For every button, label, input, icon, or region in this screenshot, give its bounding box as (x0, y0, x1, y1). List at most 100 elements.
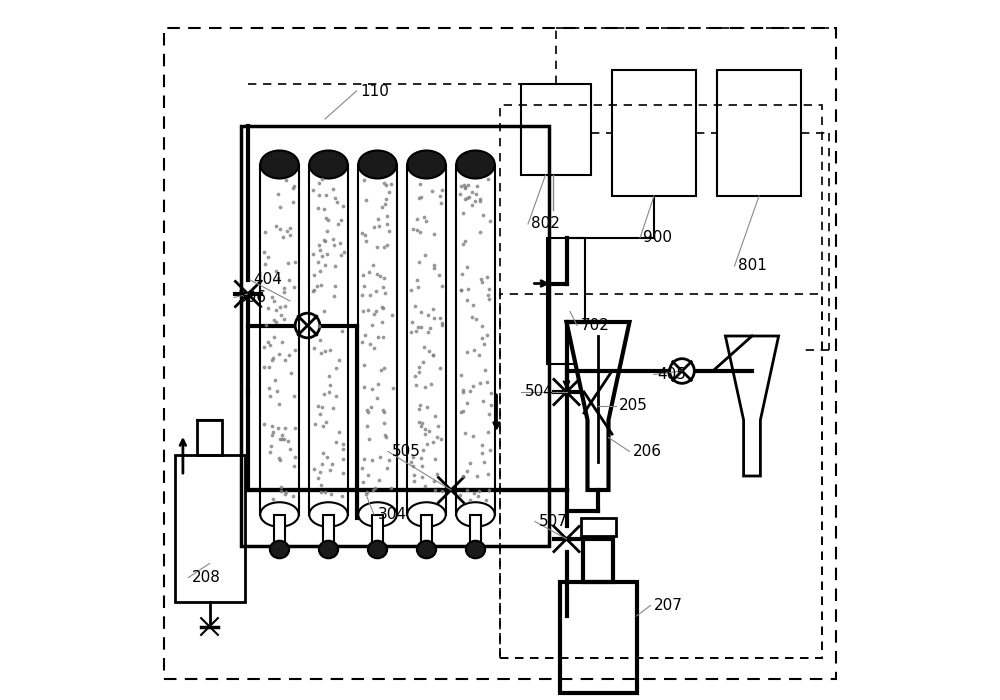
Point (282, 230, 298, 241)
Point (282, 443, 298, 454)
Point (277, 488, 293, 499)
Point (415, 357, 431, 368)
Point (310, 472, 326, 483)
Point (335, 444, 351, 455)
Point (320, 214, 336, 225)
Point (272, 224, 288, 235)
Point (461, 191, 477, 202)
Point (424, 185, 440, 196)
Point (317, 345, 333, 356)
Point (355, 476, 371, 487)
Point (306, 463, 322, 475)
Text: 505: 505 (392, 444, 420, 459)
Point (257, 227, 273, 238)
Point (466, 344, 482, 356)
Point (321, 370, 337, 382)
Ellipse shape (270, 540, 289, 559)
Point (307, 418, 323, 429)
Point (316, 234, 332, 245)
Point (453, 369, 469, 380)
Point (403, 285, 419, 296)
Point (416, 211, 432, 223)
Point (356, 453, 372, 464)
Point (481, 293, 497, 304)
Point (314, 402, 330, 413)
Point (480, 174, 496, 185)
Point (336, 246, 352, 258)
Point (312, 334, 328, 345)
Point (405, 460, 421, 471)
Point (455, 386, 471, 397)
Point (385, 382, 401, 393)
Point (413, 420, 429, 431)
Point (322, 464, 338, 475)
Point (272, 433, 288, 444)
Point (467, 196, 483, 207)
Point (377, 288, 393, 299)
Point (335, 453, 351, 464)
Point (406, 475, 422, 486)
Point (403, 326, 419, 337)
Point (481, 284, 497, 295)
Point (468, 189, 484, 200)
Point (313, 347, 329, 358)
Point (383, 178, 399, 189)
Point (309, 280, 325, 291)
Point (262, 447, 278, 458)
Point (421, 426, 437, 437)
Point (457, 182, 473, 193)
Point (406, 470, 422, 481)
Point (453, 407, 469, 418)
Bar (323, 514, 334, 550)
Point (379, 462, 395, 473)
Point (464, 199, 480, 210)
Point (474, 332, 490, 344)
Point (472, 227, 488, 238)
Point (462, 494, 478, 505)
Point (478, 494, 494, 505)
Point (459, 398, 475, 409)
Point (363, 401, 379, 412)
Point (432, 312, 448, 323)
Point (318, 416, 334, 428)
Point (403, 456, 419, 468)
Ellipse shape (417, 540, 436, 559)
Point (282, 222, 298, 233)
Point (434, 486, 450, 497)
Point (465, 380, 481, 391)
Bar (560, 582, 637, 693)
Point (409, 274, 425, 286)
Text: 900: 900 (644, 230, 672, 246)
Point (370, 332, 386, 343)
Point (359, 405, 375, 416)
Point (265, 494, 281, 505)
Point (378, 193, 394, 204)
Point (358, 489, 374, 500)
Bar (372, 514, 383, 550)
Point (426, 259, 442, 270)
Point (354, 337, 370, 348)
Text: 801: 801 (738, 258, 767, 274)
Point (256, 246, 272, 258)
Point (433, 197, 449, 209)
Point (417, 480, 433, 491)
Point (405, 451, 421, 462)
Point (409, 225, 425, 236)
Point (327, 261, 343, 272)
Point (266, 295, 282, 307)
Point (379, 240, 395, 251)
Point (381, 225, 397, 236)
Point (317, 486, 333, 498)
Text: 506: 506 (238, 290, 266, 305)
Point (278, 174, 294, 186)
Point (411, 416, 427, 427)
Point (316, 306, 332, 317)
Point (261, 382, 277, 393)
Point (410, 321, 426, 332)
Point (474, 276, 490, 287)
Point (286, 390, 302, 401)
Point (462, 385, 478, 396)
Point (372, 270, 388, 281)
Point (262, 340, 278, 351)
Point (418, 215, 434, 226)
